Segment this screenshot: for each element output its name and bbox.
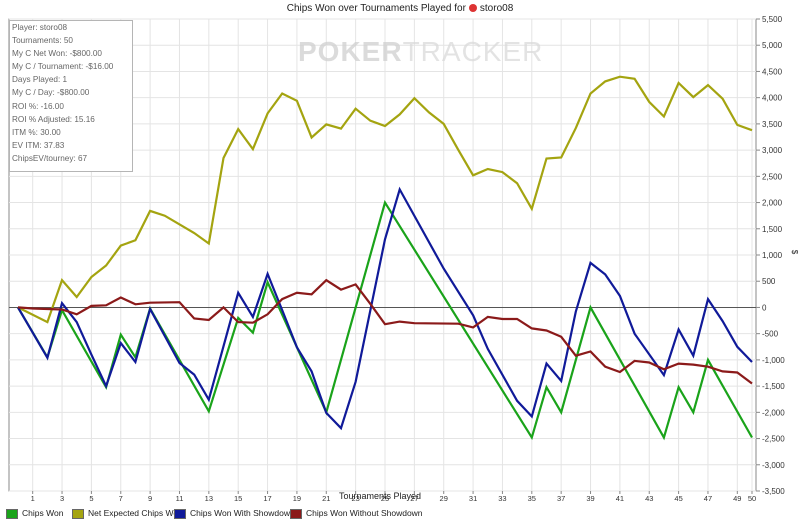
series-layer [17, 75, 753, 441]
x-tick-label: 23 [351, 494, 359, 503]
x-tick-label: 3 [60, 494, 64, 503]
legend-label: Chips Won With Showdown [190, 508, 295, 518]
y-tick-label: 4,000 [762, 94, 783, 103]
legend-item: Chips Won Without Showdown [290, 508, 423, 519]
y-tick-label: 3,500 [762, 120, 783, 129]
y-tick-label: -3,500 [762, 487, 785, 496]
stats-line: Player: storo08 [12, 23, 68, 32]
y-tick-label: -1,000 [762, 356, 785, 365]
x-tick-label: 11 [176, 494, 184, 503]
x-tick-label: 39 [586, 494, 594, 503]
stats-line: My C / Day: -$800.00 [12, 88, 90, 98]
y-axis: 5,500 5,000 4,500 4,000 3,500 3,000 2,500 2,000… [756, 15, 785, 496]
legend-label: Chips Won Without Showdown [306, 508, 423, 518]
series-line-chips-won-without-showdown [17, 278, 753, 385]
x-tick-label: 1 [31, 494, 35, 503]
legend-item: Chips Won With Showdown [174, 508, 295, 519]
series-line-net-expected-chips-won [17, 75, 753, 324]
stats-line: ChipsEV/tourney: 67 [12, 153, 88, 163]
x-tick-label: 17 [263, 494, 271, 503]
x-tick-label: 15 [234, 494, 242, 503]
x-tick-label: 29 [440, 494, 448, 503]
y-tick-label: 2,000 [762, 199, 783, 208]
x-tick-label: 50 [748, 494, 756, 503]
y-tick-label: 3,000 [762, 146, 783, 155]
stats-line: EV ITM: 37.83 [12, 140, 65, 150]
legend-swatch [290, 508, 302, 519]
chart-title-player: storo08 [479, 3, 514, 14]
legend-label: Chips Won [22, 508, 64, 518]
y-tick-label: -2,500 [762, 435, 785, 444]
stats-line: My C / Tournament: -$16.00 [12, 62, 114, 72]
legend-item: Net Expected Chips Won [72, 508, 183, 519]
y-tick-label: -500 [762, 330, 779, 339]
x-tick-label: 47 [704, 494, 712, 503]
x-tick-label: 33 [498, 494, 506, 503]
y-tick-label: -1,500 [762, 382, 785, 391]
legend: Chips Won Net Expected Chips Won Chips Won… [0, 506, 800, 519]
legend-swatch [72, 508, 84, 519]
y-tick-label: -3,000 [762, 461, 785, 470]
chart-title: Chips Won over Tournaments Played for sto… [0, 3, 800, 14]
legend-label: Net Expected Chips Won [88, 508, 183, 518]
y-tick-label: 5,000 [762, 41, 783, 50]
y-tick-label: 1,500 [762, 225, 783, 234]
legend-swatch [174, 508, 186, 519]
stats-line: Tournaments: 50 [12, 36, 73, 46]
x-tick-label: 13 [205, 494, 213, 503]
y-tick-label: 1,000 [762, 251, 783, 260]
y-tick-label: 0 [762, 303, 767, 312]
stats-line: My C Net Won: -$800.00 [12, 49, 102, 59]
stats-line: ITM %: 30.00 [12, 127, 61, 137]
x-tick-label: 37 [557, 494, 565, 503]
x-tick-label: 49 [733, 494, 741, 503]
x-tick-label: 31 [469, 494, 477, 503]
x-tick-label: 43 [645, 494, 653, 503]
x-tick-label: 7 [119, 494, 123, 503]
x-tick-label: 9 [148, 494, 152, 503]
x-tick-label: 5 [89, 494, 93, 503]
legend-swatch [6, 508, 18, 519]
stats-panel: Player: storo08 Tournaments: 50 My C Net W… [9, 20, 133, 172]
x-tick-label: 35 [528, 494, 536, 503]
y-tick-label: -2,000 [762, 408, 785, 417]
pokertracker-icon [468, 4, 477, 13]
chart-title-text: Chips Won over Tournaments Played for [286, 3, 466, 14]
y-axis-label: $ [790, 250, 799, 255]
y-tick-label: 5,500 [762, 15, 783, 24]
x-tick-label: 19 [293, 494, 301, 503]
legend-item: Chips Won [6, 508, 63, 519]
y-tick-label: 500 [762, 277, 776, 286]
stats-line: Days Played: 1 [12, 75, 68, 85]
x-tick-label: 45 [674, 494, 682, 503]
x-axis: 1 3 5 7 9 11 13 15 17 19 21 23 25 27 29 31 33 35 37 39 41 43 4… [31, 491, 756, 503]
y-tick-label: 2,500 [762, 172, 783, 181]
x-axis-label: Tournaments Played [339, 491, 421, 501]
y-tick-label: 4,500 [762, 67, 783, 76]
series-line-chips-won-with-showdown [17, 186, 753, 431]
x-tick-label: 41 [616, 494, 624, 503]
x-tick-label: 25 [381, 494, 389, 503]
stats-line: ROI % Adjusted: 15.16 [12, 114, 95, 124]
pokertracker-watermark: POKERTRACKER [298, 36, 544, 67]
stats-line: ROI %: -16.00 [12, 101, 64, 111]
x-tick-label: 21 [322, 494, 330, 503]
x-tick-label: 27 [410, 494, 418, 503]
